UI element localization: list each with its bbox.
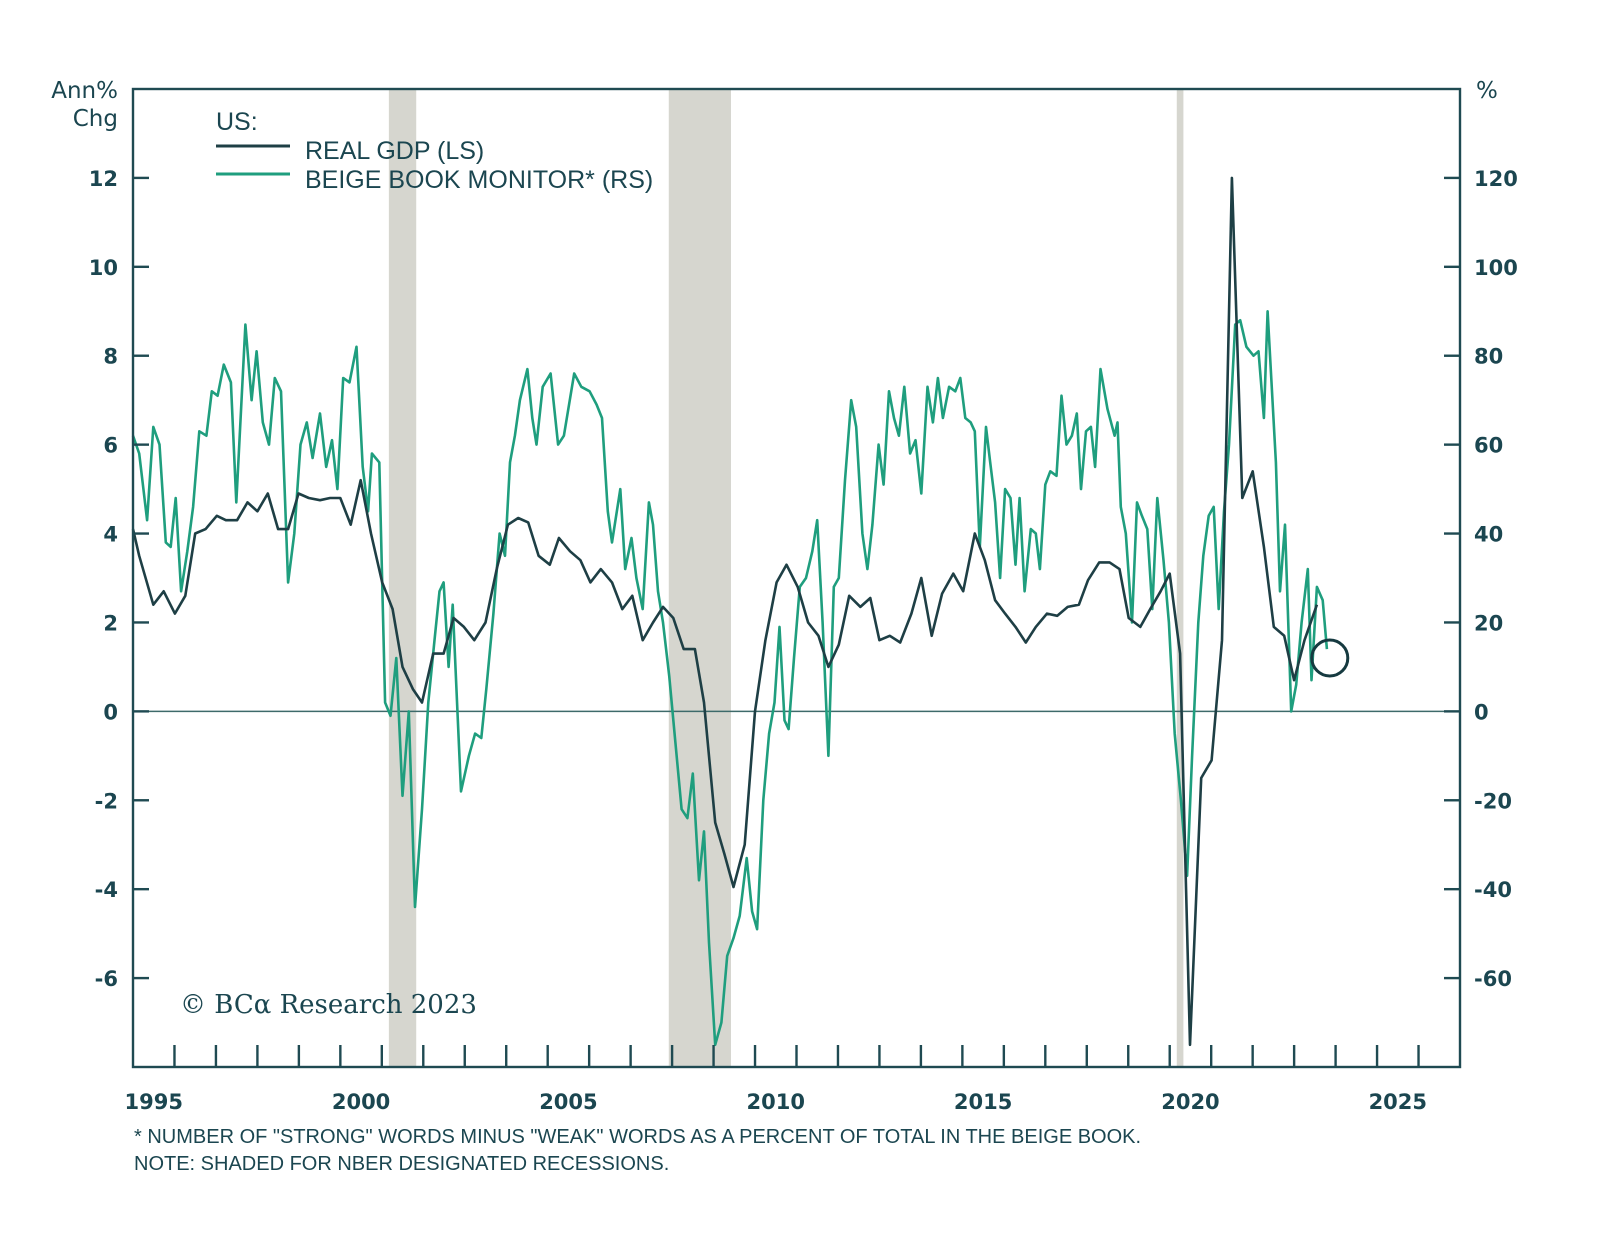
legend-label-gdp: REAL GDP (LS) — [305, 137, 484, 165]
left-axis-tick-label: -2 — [95, 789, 118, 813]
plot-frame — [131, 87, 1462, 1069]
recession-band — [388, 89, 417, 1067]
left-axis-tick-label: 8 — [103, 345, 118, 369]
legend-label-beige: BEIGE BOOK MONITOR* (RS) — [305, 166, 653, 194]
annotation-circle — [1310, 638, 1350, 678]
left-axis-tick-label: 0 — [103, 700, 118, 724]
series-group — [131, 176, 1350, 1047]
left-axis-tick-label: 6 — [103, 434, 118, 458]
left-axis-tick-label: -4 — [95, 878, 118, 902]
left-axis-tick-label: 4 — [103, 523, 118, 547]
recession-band — [1176, 89, 1184, 1067]
left-axis-tick-label: 2 — [103, 611, 118, 635]
right-axis-tick-label: 20 — [1474, 611, 1503, 635]
x-axis-tick-label: 2010 — [747, 1090, 805, 1114]
x-axis-tick-label: 2000 — [332, 1090, 390, 1114]
legend: US: REAL GDP (LS) BEIGE BOOK MONITOR* (R… — [216, 108, 653, 194]
x-axis-tick-label: 1995 — [125, 1090, 183, 1114]
x-axis-tick-label: 2020 — [1161, 1090, 1219, 1114]
legend-heading: US: — [216, 108, 258, 136]
x-axis-tick-label: 2005 — [539, 1090, 597, 1114]
footnote-definition: * NUMBER OF "STRONG" WORDS MINUS "WEAK" … — [134, 1126, 1141, 1148]
x-axis-tick-label: 2015 — [954, 1090, 1012, 1114]
right-axis-tick-label: 100 — [1474, 256, 1518, 280]
left-axis-tick-label: 12 — [89, 167, 118, 191]
right-axis-tick-label: 120 — [1474, 167, 1518, 191]
right-axis-unit: % — [1476, 78, 1498, 104]
footnote-recession-note: NOTE: SHADED FOR NBER DESIGNATED RECESSI… — [134, 1153, 669, 1175]
series-line-real-gdp — [131, 176, 1319, 1047]
left-axis-tick-label: 10 — [89, 256, 118, 280]
x-axis-tick-label: 2025 — [1369, 1090, 1427, 1114]
plot-border — [131, 87, 1462, 1069]
right-axis-tick-label: -60 — [1474, 967, 1512, 991]
copyright-credit: © BCα Research 2023 — [180, 990, 477, 1020]
right-axis-tick-label: 80 — [1474, 345, 1503, 369]
right-axis-tick-label: -20 — [1474, 789, 1512, 813]
left-axis-unit-line2: Chg — [73, 106, 118, 132]
series-line-beige-book-monitor — [131, 310, 1329, 1047]
right-axis-tick-label: 60 — [1474, 434, 1503, 458]
left-axis-tick-label: -6 — [95, 967, 118, 991]
left-axis-unit-line1: Ann% — [51, 78, 118, 104]
right-axis-tick-label: 40 — [1474, 523, 1503, 547]
right-axis-tick-label: -40 — [1474, 878, 1512, 902]
recession-shading-group — [388, 89, 1184, 1067]
axis-ticks: -6-4-2024681012-60-40-200204060801001201… — [89, 167, 1518, 1114]
right-axis-tick-label: 0 — [1474, 700, 1489, 724]
recession-band — [668, 89, 731, 1067]
